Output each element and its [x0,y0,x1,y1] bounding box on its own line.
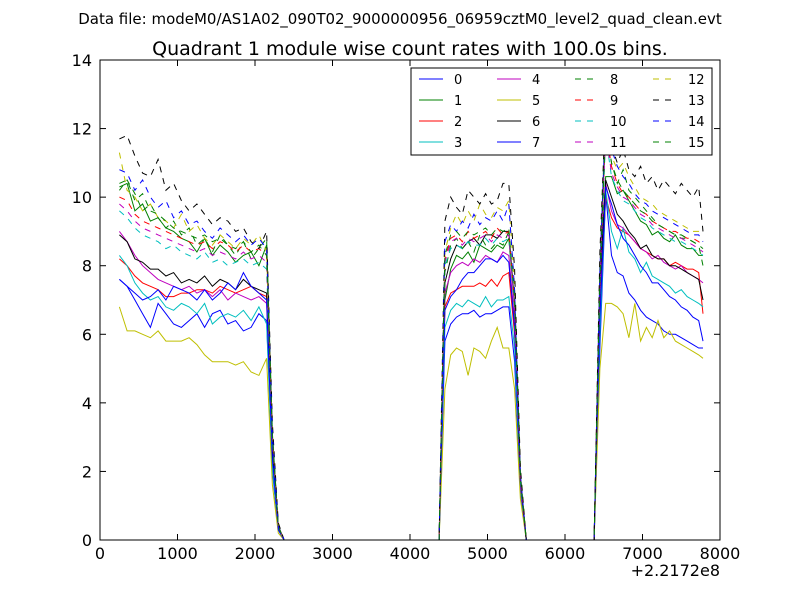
y-tick-label: 10 [72,188,92,207]
y-tick-label: 12 [72,120,92,139]
legend-label-6: 6 [532,115,540,130]
series-line-12 [118,107,704,540]
series-line-3 [118,190,704,540]
legend-label-15: 15 [688,136,705,151]
series-line-0 [119,193,703,540]
legend-label-2: 2 [454,115,462,130]
figure-suptitle: Data file: modeM0/AS1A02_090T02_90000009… [78,10,722,29]
legend-label-13: 13 [688,94,705,109]
legend-label-5: 5 [532,94,540,109]
legend-label-14: 14 [688,115,705,130]
x-tick-label: 1000 [157,544,198,563]
series-line-1 [119,176,703,540]
x-tick-label: 7000 [622,544,663,563]
legend-label-7: 7 [532,136,540,151]
y-tick-label: 4 [82,394,92,413]
legend-label-3: 3 [454,136,462,151]
y-tick-label: 0 [82,531,92,550]
y-tick-label: 2 [82,462,92,481]
series-line-8 [118,121,704,540]
legend-label-4: 4 [532,73,540,88]
series-line-14 [119,111,704,540]
y-tick-label: 6 [82,325,92,344]
legend-label-0: 0 [454,73,462,88]
x-tick-label: 8000 [700,544,741,563]
series-line-11 [119,131,704,540]
y-tick-label: 8 [82,257,92,276]
series-line-15 [119,125,704,540]
legend-label-9: 9 [610,94,618,109]
legend-label-1: 1 [454,94,462,109]
x-tick-label: 3000 [312,544,353,563]
series-line-7 [119,186,704,540]
series-line-13 [119,104,704,540]
legend-label-10: 10 [610,115,627,130]
legend-box [410,67,713,156]
x-tick-label: 4000 [390,544,431,563]
legend-label-11: 11 [610,136,627,151]
x-tick-label: 2000 [235,544,276,563]
chart-title: Quadrant 1 module wise count rates with … [152,38,668,60]
y-tick-label: 14 [72,51,92,70]
legend-label-8: 8 [610,73,618,88]
series-line-4 [118,183,704,540]
x-offset-label: +2.2172e8 [631,561,720,580]
x-tick-label: 0 [95,544,105,563]
x-tick-label: 5000 [467,544,508,563]
x-tick-label: 6000 [545,544,586,563]
series-line-5 [118,302,704,540]
legend-label-12: 12 [688,73,705,88]
series-line-9 [119,128,704,540]
